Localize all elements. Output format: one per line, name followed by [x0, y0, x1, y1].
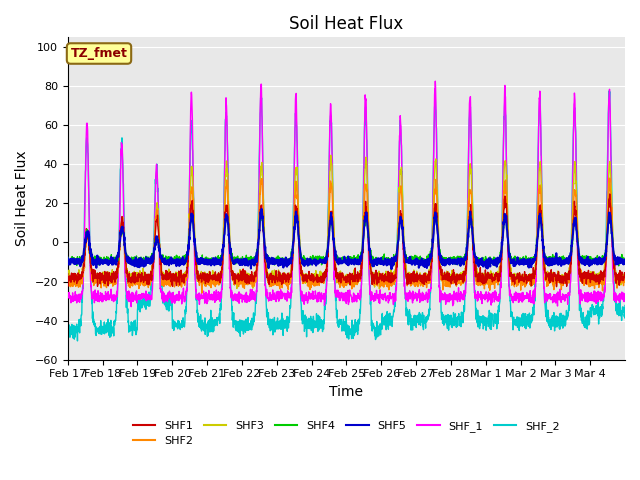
- Text: TZ_fmet: TZ_fmet: [70, 47, 127, 60]
- Y-axis label: Soil Heat Flux: Soil Heat Flux: [15, 151, 29, 246]
- Title: Soil Heat Flux: Soil Heat Flux: [289, 15, 403, 33]
- X-axis label: Time: Time: [330, 385, 364, 399]
- Legend: SHF1, SHF2, SHF3, SHF4, SHF5, SHF_1, SHF_2: SHF1, SHF2, SHF3, SHF4, SHF5, SHF_1, SHF…: [129, 416, 564, 451]
